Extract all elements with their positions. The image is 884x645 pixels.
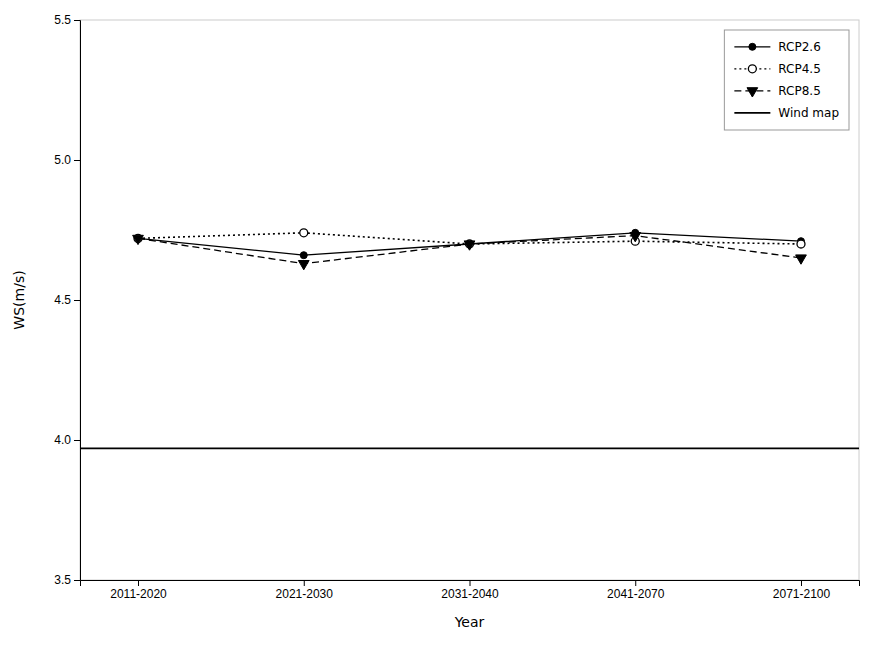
legend-label: RCP2.6 xyxy=(778,40,820,54)
x-tick-mark xyxy=(801,580,802,586)
plot-area: 3.5 4.0 4.5 5.0 5.5 2011-2020 2021-2030 2031-20… xyxy=(54,13,859,600)
legend-label: RCP8.5 xyxy=(778,84,820,98)
x-tick-label: 2031-2040 xyxy=(441,587,499,601)
y-axis: 3.5 4.0 4.5 5.0 5.5 xyxy=(54,13,80,587)
y-tick-mark xyxy=(74,160,80,161)
point-marker xyxy=(797,240,805,248)
legend-item: RCP8.5 xyxy=(734,84,820,98)
legend-marker xyxy=(748,65,756,73)
x-tick-label: 2041-2070 xyxy=(607,587,665,601)
x-tick: 2071-2100 xyxy=(773,580,831,601)
legend-swatch xyxy=(734,112,770,114)
legend-label: RCP4.5 xyxy=(778,62,820,76)
x-tick-mark xyxy=(304,580,305,586)
x-tick-label: 2011-2020 xyxy=(110,587,167,601)
y-tick-label: 4.5 xyxy=(54,293,71,307)
point-marker xyxy=(133,235,144,244)
y-tick-label: 5.5 xyxy=(54,13,71,27)
legend-item: Wind map xyxy=(734,106,839,120)
y-tick: 4.5 xyxy=(54,293,80,307)
chart: 3.5 4.0 4.5 5.0 5.5 2011-2020 2021-2030 2031-20… xyxy=(0,0,884,645)
series-line xyxy=(138,236,801,264)
y-tick: 3.5 xyxy=(54,573,80,587)
y-tick-mark xyxy=(74,20,80,21)
legend-label: Wind map xyxy=(778,106,839,120)
x-tick-label: 2021-2030 xyxy=(276,587,334,601)
y-tick: 4.0 xyxy=(54,433,80,447)
x-tick-label: 2071-2100 xyxy=(773,587,831,601)
legend-item: RCP2.6 xyxy=(734,40,820,54)
point-marker xyxy=(464,241,475,250)
y-tick-label: 3.5 xyxy=(54,573,71,587)
y-tick-mark xyxy=(74,440,80,441)
x-tick-mark xyxy=(470,580,471,586)
legend-marker xyxy=(747,88,758,97)
legend-marker xyxy=(749,43,756,50)
y-tick: 5.5 xyxy=(54,13,80,27)
point-marker xyxy=(300,229,308,237)
point-marker xyxy=(630,232,641,241)
x-tick: 2011-2020 xyxy=(110,580,167,601)
y-axis-title: WS(m/s) xyxy=(11,270,27,329)
legend: RCP2.6 RCP4.5 RCP8.5 Wind map xyxy=(724,30,849,130)
plot-frame xyxy=(80,20,859,580)
x-axis-line xyxy=(81,581,860,587)
legend-frame xyxy=(724,30,849,130)
y-tick-label: 4.0 xyxy=(54,433,71,447)
point-marker xyxy=(300,252,307,259)
y-tick-mark xyxy=(74,300,80,301)
x-axis-title: Year xyxy=(454,614,485,630)
marks xyxy=(80,229,859,449)
point-marker xyxy=(298,260,309,269)
y-tick-label: 5.0 xyxy=(54,153,71,167)
x-tick-mark xyxy=(635,580,636,586)
legend-item: RCP4.5 xyxy=(734,62,820,76)
x-tick: 2021-2030 xyxy=(276,580,334,601)
y-tick: 5.0 xyxy=(54,153,80,167)
y-axis-line xyxy=(74,21,81,581)
y-tick-mark xyxy=(74,580,80,581)
x-tick-mark xyxy=(138,580,139,586)
x-tick: 2031-2040 xyxy=(441,580,499,601)
x-axis: 2011-2020 2021-2030 2031-2040 2041-2070 2071… xyxy=(81,580,860,601)
point-marker xyxy=(796,255,807,264)
reference-line xyxy=(80,447,859,449)
x-tick: 2041-2070 xyxy=(607,580,665,601)
